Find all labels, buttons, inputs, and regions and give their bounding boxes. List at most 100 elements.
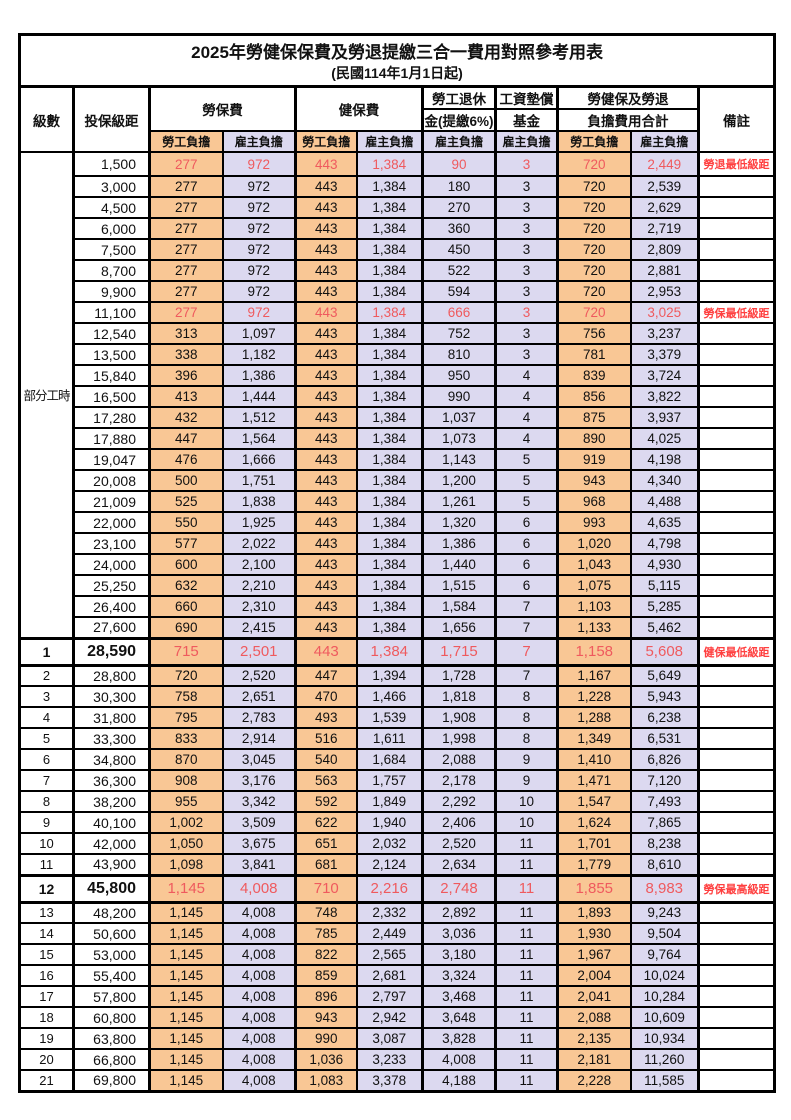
fee-cell: 443	[294, 636, 358, 667]
fee-cell: 10	[494, 811, 559, 834]
fee-cell: 2,178	[421, 769, 497, 792]
remark-cell	[696, 748, 776, 771]
fee-cell: 2,748	[421, 873, 497, 904]
fee-cell: 2,634	[421, 853, 497, 876]
bracket-cell: 6,000	[72, 217, 151, 240]
fee-cell: 3,675	[221, 832, 297, 855]
fee-cell: 993	[556, 511, 632, 534]
level-cell: 19	[18, 1027, 75, 1050]
fee-cell: 1,410	[556, 748, 632, 771]
fee-cell: 810	[421, 343, 497, 366]
fee-cell: 950	[421, 364, 497, 387]
fee-cell: 277	[148, 280, 224, 303]
fee-cell: 443	[294, 553, 358, 576]
remark-cell: 勞退最低級距	[696, 151, 776, 177]
level-cell: 8	[18, 790, 75, 813]
fee-cell: 720	[556, 259, 632, 282]
fee-cell: 6	[494, 532, 559, 555]
fee-cell: 2,088	[556, 1006, 632, 1029]
level-cell: 6	[18, 748, 75, 771]
fee-cell: 1,701	[556, 832, 632, 855]
fee-cell: 443	[294, 364, 358, 387]
fee-cell: 870	[148, 748, 224, 771]
table-row: 20,008 500 1,751 443 1,384 1,200 5 943 4,340	[20, 469, 776, 492]
level-cell: 16	[18, 964, 75, 987]
header-wage-fund-line1: 工資墊償	[494, 85, 559, 110]
bracket-cell: 27,600	[72, 616, 151, 639]
table-row: 16,500 413 1,444 443 1,384 990 4 856 3,822	[20, 385, 776, 408]
fee-cell: 9,504	[629, 922, 700, 945]
fee-cell: 1,838	[221, 490, 297, 513]
fee-cell: 3,937	[629, 406, 700, 429]
fee-cell: 1,666	[221, 448, 297, 471]
table-row: 7,500 277 972 443 1,384 450 3 720 2,809	[20, 238, 776, 261]
bracket-cell: 21,009	[72, 490, 151, 513]
fee-cell: 1,384	[355, 343, 424, 366]
fee-cell: 7	[494, 636, 559, 667]
fee-cell: 1,384	[355, 511, 424, 534]
table-row: 18 60,800 1,145 4,008 943 2,942 3,648 11 2,088 10…	[18, 1006, 776, 1029]
fee-cell: 839	[556, 364, 632, 387]
fee-cell: 525	[148, 490, 224, 513]
fee-cell: 1,320	[421, 511, 497, 534]
fee-cell: 1,050	[148, 832, 224, 855]
fee-cell: 1,384	[355, 406, 424, 429]
fee-cell: 8	[494, 727, 559, 750]
remark-cell	[696, 1006, 776, 1029]
fee-cell: 1,384	[355, 259, 424, 282]
header-bracket: 投保級距	[72, 85, 151, 153]
fee-cell: 1,288	[556, 706, 632, 729]
fee-cell: 447	[294, 664, 358, 687]
fee-cell: 540	[294, 748, 358, 771]
fee-cell: 443	[294, 343, 358, 366]
fee-cell: 968	[556, 490, 632, 513]
fee-cell: 443	[294, 238, 358, 261]
table-row: 14 50,600 1,145 4,008 785 2,449 3,036 11 1,930 9,…	[18, 922, 776, 945]
fee-cell: 1,624	[556, 811, 632, 834]
remark-cell	[696, 664, 776, 687]
fee-cell: 3	[494, 301, 559, 324]
bracket-cell: 34,800	[72, 748, 151, 771]
fee-cell: 493	[294, 706, 358, 729]
fee-cell: 2,501	[221, 636, 297, 667]
remark-cell	[696, 259, 776, 282]
fee-cell: 1,967	[556, 943, 632, 966]
fee-cell: 443	[294, 448, 358, 471]
fee-cell: 1,384	[355, 217, 424, 240]
fee-cell: 781	[556, 343, 632, 366]
fee-cell: 690	[148, 616, 224, 639]
level-cell: 9	[18, 811, 75, 834]
remark-cell	[696, 427, 776, 450]
fee-cell: 1,133	[556, 616, 632, 639]
fee-cell: 1,384	[355, 448, 424, 471]
fee-cell: 4	[494, 385, 559, 408]
fee-cell: 11	[494, 922, 559, 945]
bracket-cell: 36,300	[72, 769, 151, 792]
fee-cell: 11	[494, 943, 559, 966]
table-row: 6,000 277 972 443 1,384 360 3 720 2,719	[20, 217, 776, 240]
fee-cell: 10,284	[629, 985, 700, 1008]
fee-cell: 1,145	[148, 943, 224, 966]
fee-cell: 3,045	[221, 748, 297, 771]
fee-cell: 6,238	[629, 706, 700, 729]
level-cell: 20	[18, 1048, 75, 1071]
fee-cell: 1,002	[148, 811, 224, 834]
fee-cell: 2,292	[421, 790, 497, 813]
fee-cell: 277	[148, 301, 224, 324]
bracket-cell: 53,000	[72, 943, 151, 966]
level-cell: 7	[18, 769, 75, 792]
fee-cell: 2,406	[421, 811, 497, 834]
fee-cell: 592	[294, 790, 358, 813]
remark-cell	[696, 985, 776, 1008]
subheader-health-employee: 勞工負擔	[294, 130, 358, 153]
fee-cell: 1,998	[421, 727, 497, 750]
bracket-cell: 22,000	[72, 511, 151, 534]
level-cell: 12	[18, 873, 75, 904]
fee-cell: 3	[494, 280, 559, 303]
fee-cell: 972	[221, 196, 297, 219]
fee-cell: 856	[556, 385, 632, 408]
fee-cell: 1,715	[421, 636, 497, 667]
header-pension-line1: 勞工退休	[421, 85, 497, 110]
fee-cell: 1,908	[421, 706, 497, 729]
fee-cell: 10	[494, 790, 559, 813]
